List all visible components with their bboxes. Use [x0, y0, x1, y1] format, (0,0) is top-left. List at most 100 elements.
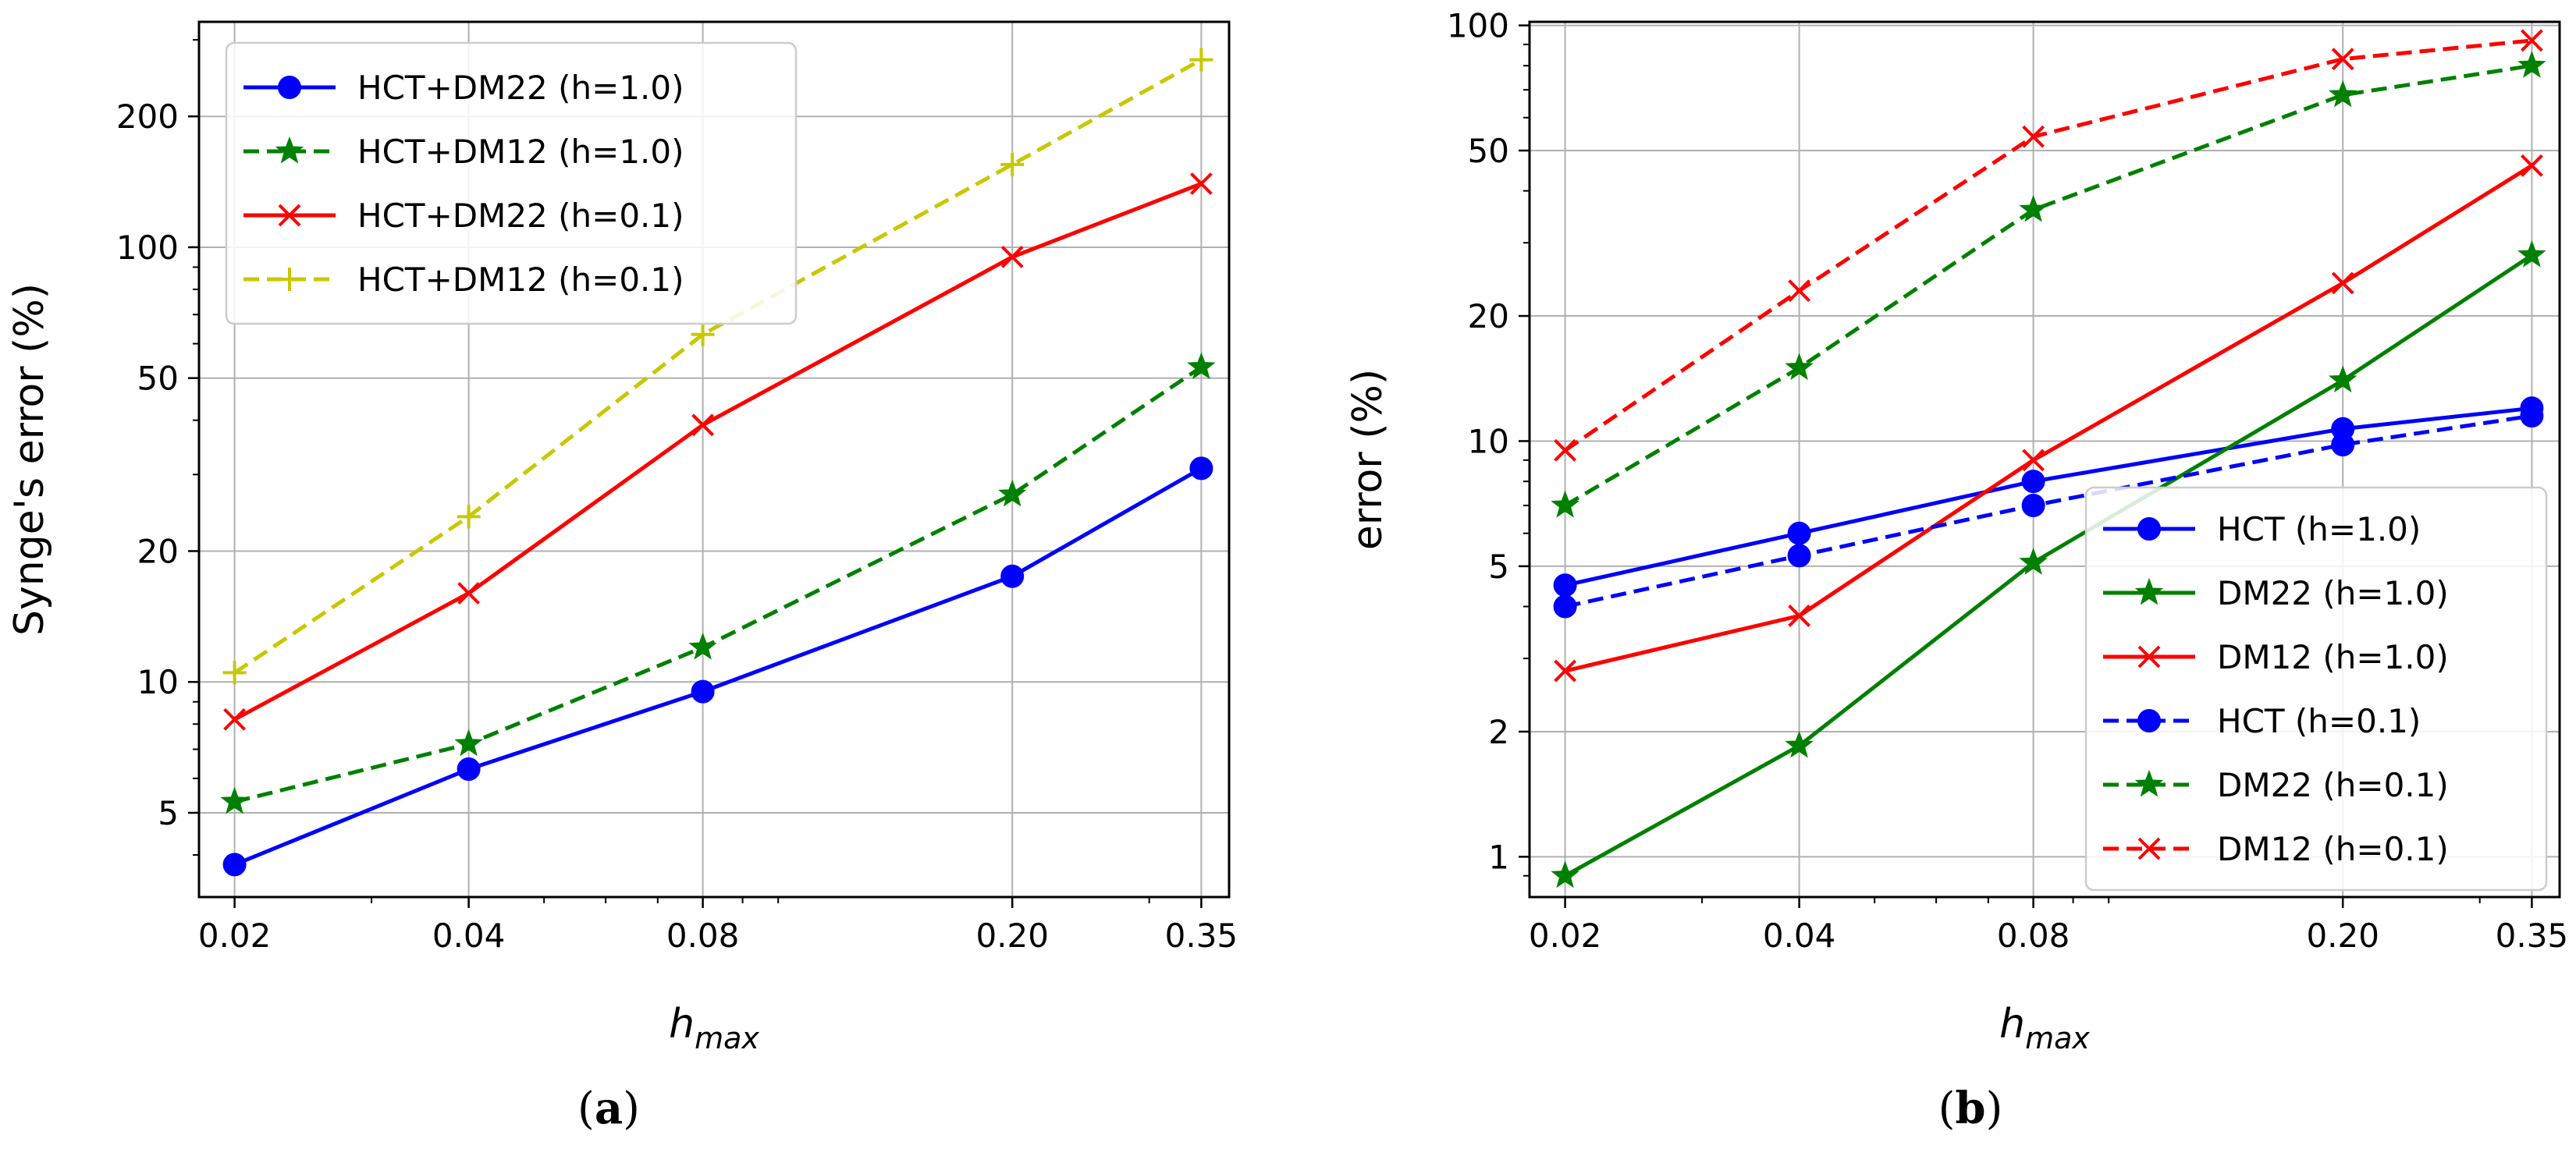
y-axis-label: error (%) [1345, 369, 1391, 550]
data-point [1189, 172, 1213, 195]
legend-item: HCT+DM22 (h=0.1) [243, 197, 684, 235]
data-point [2517, 51, 2546, 78]
data-point [2022, 125, 2045, 148]
data-point [2019, 194, 2048, 222]
series-line [233, 58, 1203, 675]
data-point [222, 661, 247, 685]
legend-label: DM22 (h=1.0) [2217, 574, 2449, 612]
series-4 [1553, 404, 2544, 619]
legend-item: HCT+DM22 (h=1.0) [243, 69, 684, 107]
chart-panel-a: 0.02 0.04 0.08 0.20 0.35 5 10 20 50 100 200 hmax Syn… [6, 20, 1238, 1134]
data-point [1189, 456, 1213, 481]
x-tick-label: 0.04 [432, 917, 506, 955]
data-point [454, 729, 483, 757]
y-axis-ticks: 1 2 5 10 20 50 100 [1447, 7, 1530, 876]
data-point [457, 582, 481, 605]
data-point [2331, 48, 2354, 71]
caption-open: ( [1938, 1083, 1956, 1134]
series-3 [223, 172, 1213, 731]
data-point [1553, 594, 1577, 619]
data-point [222, 853, 247, 877]
x-axis-label-subscript: max [2025, 1021, 2090, 1055]
y-tick-label: 2 [1488, 713, 1509, 751]
legend-label: DM12 (h=0.1) [2217, 830, 2449, 868]
data-point [1787, 544, 1811, 568]
series-3 [1554, 154, 2543, 683]
panel-caption: (b) [1938, 1083, 2003, 1134]
legend: HCT+DM22 (h=1.0) HCT+DM12 (h=1.0) HCT+DM22… [225, 41, 798, 325]
series-6 [1554, 29, 2543, 462]
x-axis-ticks: 0.02 0.04 0.08 0.20 0.35 [198, 897, 1238, 955]
series-2 [1551, 240, 2546, 888]
y-tick-label: 10 [1468, 422, 1509, 460]
data-point [1785, 353, 1814, 381]
data-point [688, 632, 717, 660]
axes-frame [1528, 20, 2561, 899]
panel-caption: (a) [577, 1083, 640, 1134]
y-tick-label: 20 [1468, 297, 1509, 335]
legend-label: DM22 (h=0.1) [2217, 766, 2449, 804]
data-point [2520, 29, 2543, 52]
caption-close: ) [1986, 1083, 2003, 1134]
x-axis-label-subscript: max [695, 1021, 759, 1055]
legend-item: DM22 (h=1.0) [2103, 574, 2449, 612]
x-axis-label: hmax [1999, 1001, 2090, 1055]
data-point [1553, 573, 1577, 598]
legend-label: HCT+DM12 (h=1.0) [357, 133, 684, 171]
legend-marker [2137, 837, 2161, 860]
legend-label: DM12 (h=1.0) [2217, 638, 2449, 676]
legend-marker [278, 268, 301, 291]
data-point [997, 479, 1027, 507]
y-tick-label: 10 [137, 663, 179, 701]
x-tick-label: 0.02 [198, 917, 272, 955]
legend-label: HCT (h=1.0) [2217, 510, 2421, 548]
y-tick-label: 200 [116, 98, 179, 136]
data-point [2022, 449, 2045, 472]
data-point [1000, 564, 1025, 588]
legend-box [225, 41, 798, 325]
data-point [691, 413, 715, 437]
data-point [1554, 659, 1577, 683]
y-tick-label: 50 [137, 360, 179, 398]
y-tick-label: 100 [116, 229, 179, 267]
y-tick-label: 100 [1447, 7, 1509, 45]
caption-letter: a [595, 1083, 623, 1134]
legend-marker [275, 136, 304, 164]
legend-item: HCT (h=0.1) [2103, 702, 2421, 740]
data-point [2520, 404, 2544, 428]
y-tick-label: 20 [137, 532, 179, 570]
legend-label: HCT+DM12 (h=0.1) [357, 261, 684, 299]
legend-item: DM22 (h=0.1) [2103, 766, 2449, 804]
legend-marker [2134, 577, 2164, 605]
data-point [1787, 521, 1811, 545]
x-axis-ticks: 0.02 0.04 0.08 0.20 0.35 [1529, 897, 2568, 955]
legend-marker [278, 76, 301, 99]
legend-item: HCT+DM12 (h=0.1) [243, 261, 684, 299]
data-point [2517, 240, 2546, 268]
y-tick-label: 1 [1488, 838, 1509, 876]
data-point [1788, 279, 1811, 303]
legend-item: HCT+DM12 (h=1.0) [243, 133, 684, 171]
x-axis-label-main: h [669, 1001, 695, 1048]
x-tick-label: 0.04 [1763, 917, 1836, 955]
legend: HCT (h=1.0) DM22 (h=1.0) DM12 (h=1.0) HCT (… [2084, 486, 2548, 892]
series-line [1564, 63, 2532, 508]
y-tick-label: 50 [1468, 132, 1509, 170]
x-tick-label: 0.08 [1997, 917, 2070, 955]
series-5 [1551, 51, 2546, 518]
series-1 [222, 456, 1213, 877]
x-tick-label: 0.20 [975, 917, 1049, 955]
legend-item: DM12 (h=0.1) [2103, 830, 2449, 868]
data-point [223, 707, 247, 731]
y-tick-label: 5 [1488, 548, 1509, 586]
series-2 [220, 352, 1216, 814]
data-point [2331, 271, 2354, 295]
legend-marker [2137, 645, 2161, 668]
x-tick-label: 0.35 [2496, 917, 2569, 955]
y-axis-ticks: 5 10 20 50 100 200 [116, 98, 199, 832]
data-point [1785, 730, 1814, 758]
series-4 [222, 48, 1213, 685]
y-tick-label: 5 [158, 794, 179, 832]
legend-box [2084, 486, 2548, 892]
